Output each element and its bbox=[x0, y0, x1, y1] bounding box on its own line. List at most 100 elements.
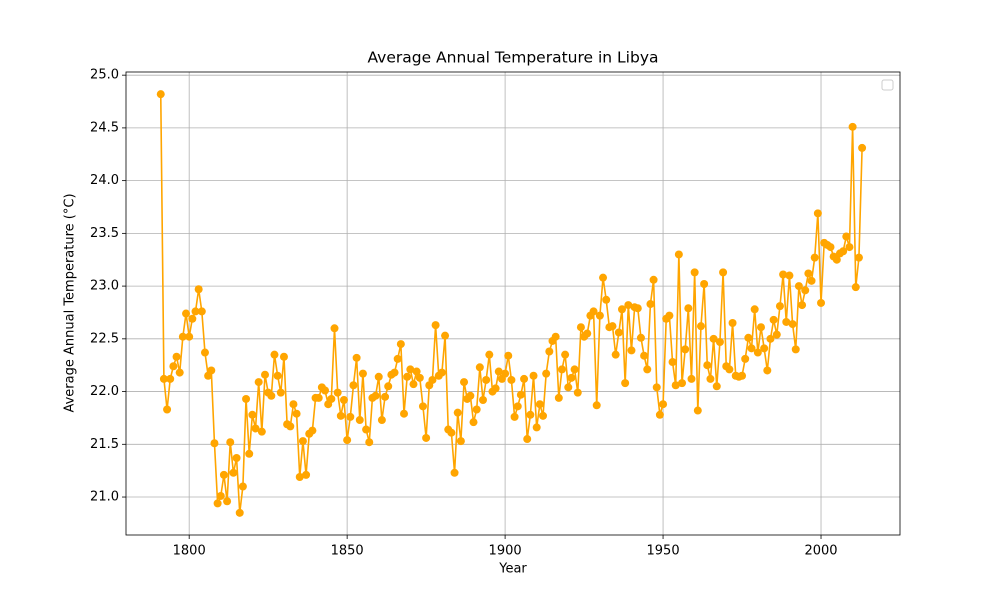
marker bbox=[750, 305, 759, 314]
marker bbox=[513, 402, 522, 411]
x-tick-label: 1900 bbox=[489, 544, 522, 559]
marker bbox=[406, 365, 415, 374]
marker bbox=[270, 350, 279, 359]
marker bbox=[166, 374, 175, 383]
marker bbox=[298, 437, 307, 446]
marker bbox=[314, 393, 323, 402]
marker bbox=[715, 337, 724, 346]
marker bbox=[532, 423, 541, 432]
marker bbox=[238, 482, 247, 491]
marker bbox=[175, 368, 184, 377]
marker bbox=[741, 354, 750, 363]
marker bbox=[621, 379, 630, 388]
marker bbox=[295, 472, 304, 481]
marker bbox=[248, 410, 257, 419]
marker bbox=[415, 373, 424, 382]
marker bbox=[529, 371, 538, 380]
marker bbox=[188, 314, 197, 323]
marker bbox=[453, 408, 462, 417]
marker bbox=[412, 367, 421, 376]
marker bbox=[358, 369, 367, 378]
chart-title: Average Annual Temperature in Libya bbox=[367, 49, 658, 67]
marker bbox=[810, 253, 819, 262]
marker bbox=[573, 388, 582, 397]
marker bbox=[554, 393, 563, 402]
marker bbox=[191, 307, 200, 316]
marker bbox=[302, 470, 311, 479]
marker bbox=[668, 358, 677, 367]
marker bbox=[589, 307, 598, 316]
marker bbox=[308, 426, 317, 435]
marker bbox=[475, 363, 484, 372]
marker bbox=[450, 468, 459, 477]
marker bbox=[643, 365, 652, 374]
marker bbox=[845, 243, 854, 252]
marker bbox=[523, 435, 532, 444]
x-tick-label: 1800 bbox=[173, 544, 206, 559]
marker bbox=[245, 449, 254, 458]
marker bbox=[330, 324, 339, 333]
x-axis-label: Year bbox=[498, 562, 527, 577]
plot-area: 1800 1850 1900 1950 2000 21.0 21.5 22.0 22.5 23.0… bbox=[90, 68, 900, 559]
marker bbox=[437, 368, 446, 377]
marker bbox=[276, 388, 285, 397]
marker bbox=[485, 350, 494, 359]
marker bbox=[649, 275, 658, 284]
marker bbox=[854, 253, 863, 262]
marker bbox=[501, 369, 510, 378]
marker bbox=[355, 416, 364, 425]
marker bbox=[842, 232, 851, 241]
marker bbox=[210, 439, 219, 448]
marker bbox=[712, 382, 721, 391]
y-tick-label: 22.0 bbox=[90, 384, 119, 399]
marker bbox=[494, 367, 503, 376]
marker bbox=[636, 333, 645, 342]
marker bbox=[226, 438, 235, 447]
marker bbox=[747, 344, 756, 353]
marker bbox=[725, 365, 734, 374]
marker bbox=[182, 309, 191, 318]
marker bbox=[428, 375, 437, 384]
marker bbox=[817, 298, 826, 307]
marker bbox=[257, 427, 266, 436]
marker bbox=[229, 468, 238, 477]
marker bbox=[804, 269, 813, 278]
marker bbox=[674, 250, 683, 259]
marker bbox=[362, 425, 371, 434]
marker bbox=[851, 283, 860, 292]
marker bbox=[526, 410, 535, 419]
marker bbox=[684, 304, 693, 313]
marker bbox=[374, 372, 383, 381]
marker bbox=[756, 323, 765, 332]
marker bbox=[460, 378, 469, 387]
marker bbox=[321, 386, 330, 395]
marker bbox=[744, 333, 753, 342]
marker bbox=[690, 268, 699, 277]
marker bbox=[608, 322, 617, 331]
marker bbox=[719, 268, 728, 277]
marker bbox=[156, 90, 165, 99]
marker bbox=[349, 381, 358, 390]
marker bbox=[472, 405, 481, 414]
marker bbox=[551, 332, 560, 341]
marker bbox=[159, 374, 168, 383]
marker bbox=[185, 332, 194, 341]
marker bbox=[775, 302, 784, 311]
marker bbox=[507, 375, 516, 384]
marker bbox=[652, 383, 661, 392]
marker bbox=[769, 315, 778, 324]
axes-frame bbox=[125, 71, 901, 536]
marker bbox=[232, 454, 241, 463]
marker bbox=[801, 286, 810, 295]
marker bbox=[216, 491, 225, 500]
marker bbox=[617, 305, 626, 314]
marker bbox=[557, 365, 566, 374]
marker bbox=[400, 409, 409, 418]
marker bbox=[655, 410, 664, 419]
marker bbox=[633, 304, 642, 313]
marker bbox=[200, 348, 209, 357]
marker bbox=[728, 319, 737, 328]
marker bbox=[782, 317, 791, 326]
x-tick-label: 1950 bbox=[647, 544, 680, 559]
marker bbox=[219, 470, 228, 479]
